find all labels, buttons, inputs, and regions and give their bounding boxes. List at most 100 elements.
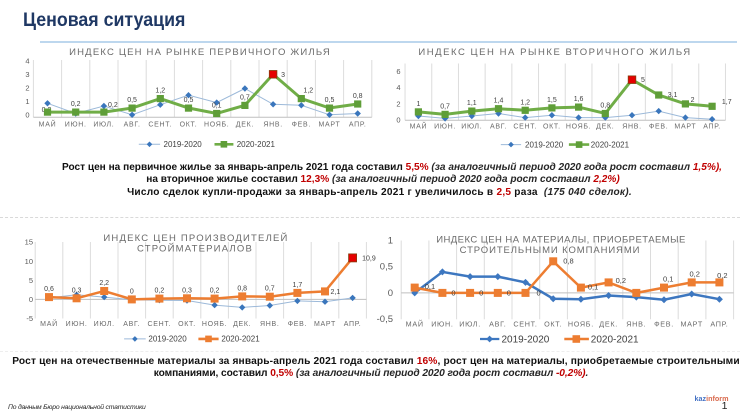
svg-text:ОКТ.: ОКТ. — [543, 124, 561, 131]
svg-text:2019-2020: 2019-2020 — [148, 335, 187, 344]
svg-text:СТРОЙМАТЕРИАЛОВ: СТРОЙМАТЕРИАЛОВ — [137, 243, 253, 255]
svg-text:1,4: 1,4 — [494, 98, 504, 105]
svg-text:АВГ.: АВГ. — [124, 122, 141, 129]
svg-text:ЯНВ.: ЯНВ. — [626, 320, 646, 329]
svg-text:ИЮН.: ИЮН. — [65, 122, 87, 129]
svg-text:0,1: 0,1 — [588, 283, 598, 292]
svg-text:0,8: 0,8 — [600, 103, 610, 110]
svg-text:МАЙ: МАЙ — [40, 319, 58, 328]
svg-text:МАЙ: МАЙ — [406, 320, 424, 329]
svg-text:1,2: 1,2 — [155, 88, 165, 95]
svg-text:0: 0 — [130, 288, 134, 295]
svg-text:6: 6 — [396, 67, 400, 76]
svg-text:5: 5 — [29, 276, 33, 285]
svg-text:АВГ.: АВГ. — [489, 320, 506, 329]
svg-text:0,1: 0,1 — [663, 275, 673, 284]
svg-text:ИЮН.: ИЮН. — [434, 124, 456, 131]
svg-text:0,2: 0,2 — [71, 101, 81, 108]
svg-text:0,1: 0,1 — [212, 103, 222, 110]
svg-text:ЯНВ.: ЯНВ. — [622, 124, 642, 131]
svg-text:1: 1 — [25, 97, 29, 106]
svg-text:10: 10 — [25, 257, 33, 266]
svg-text:3: 3 — [25, 70, 29, 79]
svg-text:АВГ.: АВГ. — [490, 124, 507, 131]
svg-text:0,7: 0,7 — [440, 103, 450, 110]
svg-text:0: 0 — [388, 288, 393, 299]
svg-text:1,7: 1,7 — [293, 282, 303, 289]
svg-text:МАРТ: МАРТ — [680, 320, 702, 329]
svg-text:СТРОИТЕЛЬНЫМИ КОМПАНИЯМИ: СТРОИТЕЛЬНЫМИ КОМПАНИЯМИ — [460, 245, 641, 256]
svg-text:СЕНТ.: СЕНТ. — [513, 320, 537, 329]
svg-text:0,8: 0,8 — [237, 285, 247, 292]
svg-text:2020-2021: 2020-2021 — [237, 140, 276, 149]
svg-text:МАРТ: МАРТ — [674, 124, 696, 131]
svg-text:2: 2 — [396, 99, 400, 108]
svg-text:ФЕВ.: ФЕВ. — [292, 122, 311, 129]
svg-text:0,2: 0,2 — [690, 269, 700, 278]
svg-text:МАРТ: МАРТ — [319, 122, 341, 129]
svg-text:НОЯБ.: НОЯБ. — [202, 321, 227, 328]
svg-text:0,3: 0,3 — [182, 287, 192, 294]
svg-text:1: 1 — [388, 235, 393, 246]
svg-text:0: 0 — [396, 116, 400, 125]
svg-text:ОКТ.: ОКТ. — [178, 321, 196, 328]
svg-text:ИЮЛ.: ИЮЛ. — [461, 124, 482, 131]
svg-text:0,6: 0,6 — [44, 286, 54, 293]
svg-text:ЯНВ.: ЯНВ. — [263, 122, 283, 129]
svg-text:2,1: 2,1 — [331, 289, 341, 296]
svg-text:0,3: 0,3 — [72, 287, 82, 294]
svg-text:0,2: 0,2 — [616, 276, 626, 285]
svg-text:АПР.: АПР. — [349, 122, 367, 129]
svg-text:0: 0 — [451, 288, 455, 297]
svg-text:2: 2 — [25, 83, 29, 92]
svg-text:1,5: 1,5 — [547, 97, 557, 104]
svg-text:ДЕК.: ДЕК. — [233, 321, 251, 328]
svg-text:ИНДЕКС ЦЕН НА РЫНКЕ ПЕРВИЧНОГО: ИНДЕКС ЦЕН НА РЫНКЕ ПЕРВИЧНОГО ЖИЛЬЯ — [69, 47, 331, 58]
svg-text:СЕНТ.: СЕНТ. — [513, 124, 537, 131]
svg-text:2: 2 — [691, 97, 695, 104]
svg-text:ФЕВ.: ФЕВ. — [654, 320, 674, 329]
svg-text:ИЮЛ.: ИЮЛ. — [93, 122, 114, 129]
svg-text:0: 0 — [25, 110, 29, 119]
svg-text:2020-2021: 2020-2021 — [591, 335, 639, 346]
svg-text:0,8: 0,8 — [353, 93, 363, 100]
svg-text:МАЙ: МАЙ — [39, 120, 57, 129]
svg-text:ИЮЛ.: ИЮЛ. — [94, 321, 115, 328]
svg-text:2,2: 2,2 — [99, 280, 109, 287]
svg-text:0,5: 0,5 — [184, 97, 194, 104]
svg-text:1,7: 1,7 — [722, 99, 732, 106]
svg-text:0: 0 — [537, 288, 541, 297]
svg-text:АПР.: АПР. — [710, 320, 728, 329]
svg-text:0: 0 — [507, 288, 511, 297]
svg-text:0,2: 0,2 — [717, 271, 727, 280]
svg-text:ФЕВ.: ФЕВ. — [288, 321, 307, 328]
svg-text:ОКТ.: ОКТ. — [180, 122, 198, 129]
svg-text:НОЯБ.: НОЯБ. — [204, 122, 229, 129]
svg-text:0: 0 — [29, 295, 33, 304]
svg-text:АПР.: АПР. — [344, 321, 362, 328]
svg-text:0,2: 0,2 — [155, 288, 165, 295]
svg-text:3: 3 — [281, 72, 285, 79]
svg-text:1,2: 1,2 — [520, 99, 530, 106]
svg-text:4: 4 — [25, 56, 29, 65]
svg-text:15: 15 — [25, 238, 33, 247]
svg-text:3,1: 3,1 — [668, 92, 678, 99]
svg-text:5: 5 — [641, 77, 645, 84]
svg-text:0,8: 0,8 — [563, 257, 573, 266]
svg-text:АПР.: АПР. — [703, 124, 721, 131]
svg-text:0,5: 0,5 — [380, 262, 393, 273]
svg-text:1,1: 1,1 — [467, 100, 477, 107]
svg-text:2019-2020: 2019-2020 — [525, 140, 564, 149]
svg-text:ИЮЛ.: ИЮЛ. — [459, 320, 481, 329]
svg-text:ФЕВ.: ФЕВ. — [649, 124, 668, 131]
svg-text:2020-2021: 2020-2021 — [221, 335, 260, 344]
svg-text:ИНДЕКС ЦЕН НА МАТЕРИАЛЫ, ПРИОБ: ИНДЕКС ЦЕН НА МАТЕРИАЛЫ, ПРИОБРЕТАЕМЫЕ — [436, 235, 686, 246]
svg-text:ИЮН.: ИЮН. — [66, 321, 88, 328]
svg-text:10,9: 10,9 — [362, 255, 376, 262]
svg-text:2019-2020: 2019-2020 — [502, 335, 550, 346]
svg-text:-5: -5 — [26, 314, 33, 323]
svg-text:0: 0 — [479, 288, 483, 297]
svg-text:0,2: 0,2 — [210, 288, 220, 295]
svg-text:0,7: 0,7 — [240, 94, 250, 101]
svg-text:СЕНТ.: СЕНТ. — [148, 122, 172, 129]
